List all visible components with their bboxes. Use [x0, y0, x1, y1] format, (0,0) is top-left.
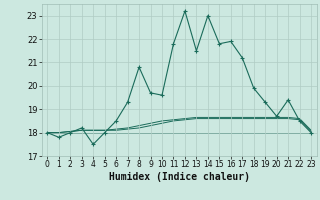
- X-axis label: Humidex (Indice chaleur): Humidex (Indice chaleur): [109, 172, 250, 182]
